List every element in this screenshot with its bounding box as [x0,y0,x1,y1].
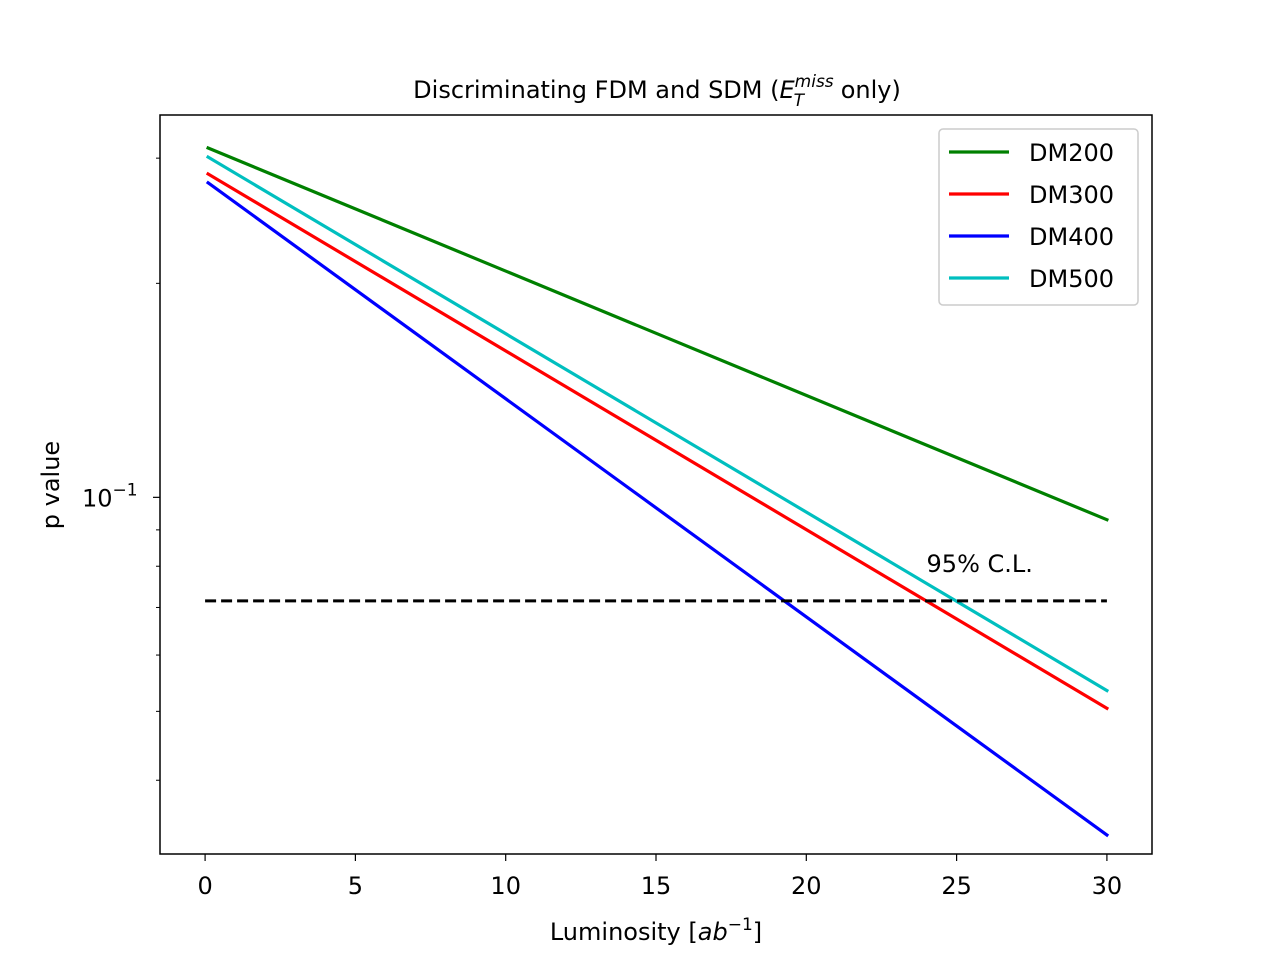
x-tick-label-0: 0 [197,872,212,900]
chart-title: Discriminating FDM and SDM (Emiss T only) [413,72,901,111]
legend-label-dm400: DM400 [1029,223,1114,251]
series-line-dm400 [205,180,1110,838]
x-tick-label-5: 5 [348,872,363,900]
legend-box [938,128,1139,306]
x-tick-label-15: 15 [641,872,672,900]
x-tick-label-30: 30 [1092,872,1123,900]
y-tick-label: 10−1 [82,480,138,512]
series-line-dm300 [205,171,1110,711]
legend: DM200 DM300 DM400 DM500 [938,128,1139,306]
x-tick-label-20: 20 [791,872,822,900]
y-axis-label: p value [37,441,65,529]
legend-label-dm200: DM200 [1029,139,1114,167]
legend-label-dm500: DM500 [1029,265,1114,293]
x-tick-label-10: 10 [490,872,521,900]
x-axis-label: Luminosity [ab−1] [550,915,762,946]
legend-label-dm300: DM300 [1029,181,1114,209]
series-line-dm200 [206,145,1109,522]
x-tick-label-25: 25 [941,872,972,900]
reference-label: 95% C.L. [927,550,1033,578]
